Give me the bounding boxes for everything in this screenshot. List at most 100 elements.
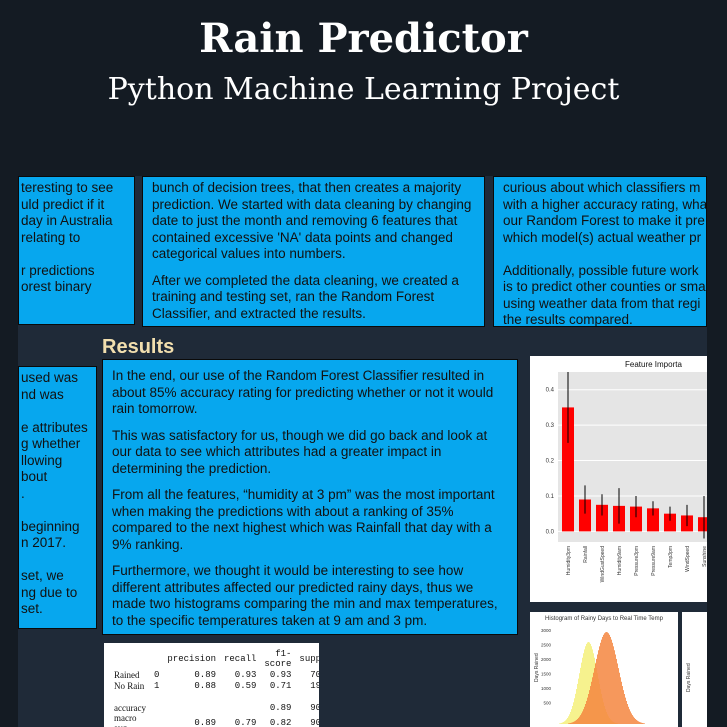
histogram-bar <box>566 719 567 724</box>
histogram-y-tick: 2000 <box>541 657 552 662</box>
report-header: precision <box>167 654 216 664</box>
histogram-bar <box>626 700 627 724</box>
second-histogram: Days Rained <box>682 612 707 727</box>
report-cell: 0.93 <box>234 669 257 680</box>
future-work-line: with a higher accuracy rating, wha <box>503 196 707 212</box>
histogram-bar <box>565 720 566 724</box>
report-cell: 0.82 <box>269 718 292 727</box>
histogram-bar <box>588 642 589 724</box>
report-cell: accuracy <box>114 702 146 713</box>
histogram-bar <box>567 717 568 724</box>
future-work-line: Additionally, possible future work <box>503 262 699 278</box>
histogram-bar <box>639 721 640 724</box>
histogram-bar <box>570 722 571 724</box>
histogram-bar <box>591 681 592 724</box>
report-row: Rained 0 0.89 0.93 0.93 70398 <box>110 669 319 680</box>
intro-line: day in Australia <box>21 213 113 228</box>
histogram2-svg: Days Rained <box>686 663 692 692</box>
histogram-bar <box>582 711 583 724</box>
bar <box>664 513 676 532</box>
report-header: support <box>299 654 319 664</box>
histogram-bar <box>574 721 575 724</box>
data-line <box>21 502 87 519</box>
histogram-ylabel: Days Rained <box>534 653 540 682</box>
histogram-bar <box>615 654 616 724</box>
histogram-bar <box>621 681 622 724</box>
report-header: recall <box>224 654 257 664</box>
histogram-bar <box>637 720 638 724</box>
histogram2-ylabel: Days Rained <box>686 663 692 692</box>
y-tick-label: 0.1 <box>546 494 555 500</box>
feature-importance-chart: Feature Importa 0.4 0.3 0.2 0.1 0.0 Humidity… <box>530 356 707 602</box>
histogram-bar <box>644 723 645 724</box>
intro-card: teresting to see uld predict if it day in … <box>18 176 135 325</box>
histogram-bar <box>608 633 609 724</box>
x-tick-label: Pressure3pm <box>634 546 640 576</box>
histogram-bar <box>605 632 606 724</box>
data-card: used was nd was e attributes g whether llowi… <box>18 366 97 629</box>
histogram-bar <box>629 709 630 724</box>
y-tick-label: 0.3 <box>546 423 555 429</box>
method-paragraph: bunch of decision trees, that then creat… <box>152 180 472 261</box>
histogram-bar <box>624 694 625 724</box>
report-cell: No Rain <box>114 680 145 691</box>
data-line: e attributes <box>21 419 88 435</box>
intro-line <box>21 246 125 263</box>
histogram-bar <box>579 716 580 724</box>
data-line: g whether <box>21 436 81 451</box>
report-cell: 90340 <box>310 718 319 727</box>
future-work-line: which model(s) actual weather pr <box>503 229 702 245</box>
x-tick-label: WindSpeed <box>685 546 691 572</box>
histogram-bar <box>640 722 641 724</box>
histogram-bar <box>581 662 582 724</box>
histogram-bar <box>620 677 621 724</box>
histogram-bar <box>585 703 586 724</box>
report-cell <box>260 691 295 702</box>
histogram-bar <box>619 672 620 724</box>
report-cell: 70398 <box>310 669 319 680</box>
histogram-bar <box>643 723 644 724</box>
report-row: No Rain 1 0.88 0.59 0.71 19942 <box>110 680 319 691</box>
x-tick-label: Rainfall <box>583 546 589 563</box>
poster: teresting to see uld predict if it day in … <box>18 176 707 727</box>
histogram-bar <box>603 634 604 724</box>
future-work-line: is to predict other counties or sma <box>503 279 706 294</box>
histogram-bar <box>607 632 608 724</box>
histogram-bar <box>614 650 615 724</box>
report-cell <box>220 691 260 702</box>
histogram-bar <box>586 700 587 724</box>
histogram-bar <box>590 643 591 724</box>
histogram-bar <box>601 639 602 724</box>
histogram-bar <box>588 694 589 724</box>
y-tick-label: 0.0 <box>546 529 555 535</box>
data-line: set, we <box>21 568 64 583</box>
future-work-line: using weather data from that regi <box>503 295 701 311</box>
histogram-bar <box>595 663 596 724</box>
report-cell: 1 <box>153 680 160 691</box>
histogram-bar <box>596 658 597 724</box>
intro-line: orest binary <box>21 279 92 294</box>
report-cell: 0.89 <box>194 718 216 727</box>
results-paragraph: This was satisfactory for us, though we … <box>112 427 488 476</box>
report-cell: 19942 <box>310 680 319 691</box>
histogram-bar <box>575 693 576 724</box>
histogram-bar <box>573 721 574 724</box>
report-cell <box>110 691 150 702</box>
data-line <box>21 552 87 569</box>
feature-importance-svg: Feature Importa 0.4 0.3 0.2 0.1 0.0 Humidity… <box>546 360 707 582</box>
histogram-bar <box>617 663 618 724</box>
histogram-bar <box>589 642 590 724</box>
histogram-bar <box>577 718 578 724</box>
histogram-bar <box>592 677 593 724</box>
histogram-bar <box>576 689 577 724</box>
histogram-bar <box>636 719 637 724</box>
report-cell: 0 <box>153 669 160 680</box>
future-work-line: curious about which classifiers m <box>503 180 701 195</box>
x-tick-label: Pressure9am <box>651 546 657 576</box>
histogram-bar <box>587 697 588 724</box>
page-title: Rain Predictor <box>199 15 528 62</box>
histogram-bar <box>622 686 623 724</box>
histogram-bar <box>641 722 642 724</box>
future-work-line: the results compared. <box>503 312 633 327</box>
histogram-bar <box>569 714 570 724</box>
